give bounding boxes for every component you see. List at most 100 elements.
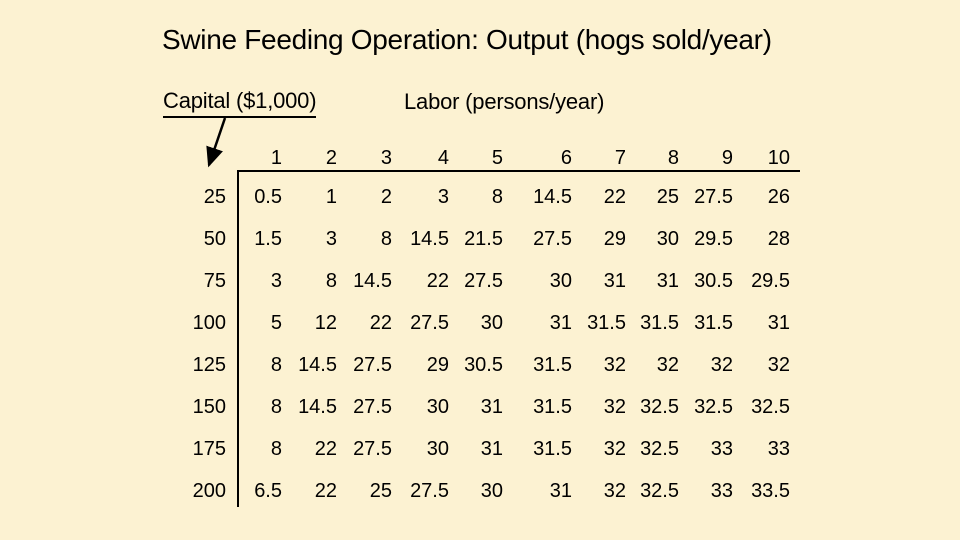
table-cell: 27.5	[694, 185, 733, 208]
table-cell: 8	[270, 353, 282, 376]
table-cell: 26	[767, 185, 790, 208]
table-cell: 14.5	[298, 395, 337, 418]
table-cell: 29.5	[751, 269, 790, 292]
table-cell: 27.5	[410, 311, 449, 334]
table-cell: 32	[656, 353, 679, 376]
column-header: 7	[614, 146, 626, 169]
table-cell: 14.5	[533, 185, 572, 208]
table-cell: 32	[603, 437, 626, 460]
table-cell: 31.5	[533, 395, 572, 418]
table-cell: 27.5	[410, 479, 449, 502]
table-cell: 12	[314, 311, 337, 334]
table-cell: 32	[603, 395, 626, 418]
table-cell: 31	[480, 437, 503, 460]
table-cell: 32.5	[751, 395, 790, 418]
column-header: 3	[380, 146, 392, 169]
page-title: Swine Feeding Operation: Output (hogs so…	[162, 24, 772, 55]
table-cell: 5	[270, 311, 282, 334]
table-cell: 30	[549, 269, 572, 292]
column-header: 2	[325, 146, 337, 169]
table-cell: 3	[270, 269, 282, 292]
table-cell: 27.5	[353, 395, 392, 418]
table-cell: 27.5	[464, 269, 503, 292]
table-cell: 27.5	[353, 437, 392, 460]
row-label: 100	[192, 311, 226, 334]
table-cell: 22	[369, 311, 392, 334]
table-cell: 30	[426, 395, 449, 418]
table-cell: 32.5	[694, 395, 733, 418]
column-header: 1	[270, 146, 282, 169]
table-cell: 31.5	[533, 437, 572, 460]
table-cell: 22	[426, 269, 449, 292]
row-label: 75	[203, 269, 226, 292]
column-header: 9	[721, 146, 733, 169]
row-label: 125	[192, 353, 226, 376]
table-cell: 1.5	[254, 227, 282, 250]
table-cell: 14.5	[353, 269, 392, 292]
table-cell: 29	[603, 227, 626, 250]
table-cell: 32	[603, 479, 626, 502]
table-cell: 6.5	[254, 479, 282, 502]
table-cell: 3	[437, 185, 449, 208]
table-cell: 31.5	[640, 311, 679, 334]
table-cell: 14.5	[298, 353, 337, 376]
capital-arrow-icon	[206, 117, 227, 168]
table-cell: 1	[325, 185, 337, 208]
table-cell: 2	[380, 185, 392, 208]
capital-axis-label: Capital ($1,000)	[163, 88, 317, 118]
table-cell: 25	[656, 185, 679, 208]
table-corner	[161, 140, 237, 176]
table-cell: 30.5	[694, 269, 733, 292]
column-header: 5	[491, 146, 503, 169]
table-cell: 31	[767, 311, 790, 334]
table-cell: 33	[767, 437, 790, 460]
table-cell: 29	[426, 353, 449, 376]
table-cell: 30	[656, 227, 679, 250]
table-cell: 8	[270, 437, 282, 460]
table-cell: 8	[491, 185, 503, 208]
table-cell: 8	[380, 227, 392, 250]
table-cell: 30.5	[464, 353, 503, 376]
table-cell: 29.5	[694, 227, 733, 250]
table-cell: 30	[426, 437, 449, 460]
table-cell: 8	[270, 395, 282, 418]
row-label: 50	[203, 227, 226, 250]
table-cell: 32	[767, 353, 790, 376]
table-cell: 22	[603, 185, 626, 208]
table-cell: 32.5	[640, 395, 679, 418]
labor-axis-label: Labor (persons/year)	[404, 89, 605, 114]
table-cell: 32	[603, 353, 626, 376]
table-cell: 8	[325, 269, 337, 292]
table-cell: 32	[710, 353, 733, 376]
table-cell: 33	[710, 437, 733, 460]
table-cell: 33.5	[751, 479, 790, 502]
table-cell: 25	[369, 479, 392, 502]
table-cell: 21.5	[464, 227, 503, 250]
table-cell: 31.5	[587, 311, 626, 334]
table-cell: 27.5	[533, 227, 572, 250]
row-label: 200	[192, 479, 226, 502]
row-label: 175	[192, 437, 226, 460]
table-cell: 31	[480, 395, 503, 418]
table-cell: 31	[603, 269, 626, 292]
table-cell: 0.5	[254, 185, 282, 208]
table-cell: 32.5	[640, 437, 679, 460]
table-cell: 3	[325, 227, 337, 250]
table-cell: 33	[710, 479, 733, 502]
column-header: 8	[667, 146, 679, 169]
row-label: 150	[192, 395, 226, 418]
column-header: 6	[560, 146, 572, 169]
column-header: 10	[767, 146, 790, 169]
table-cell: 30	[480, 479, 503, 502]
output-table: 1 2 3 4 5 6 7 8 9 10 25 0.5 1 2 3 8 14.5 22 25 27.5 26 50 1.5 3…	[161, 140, 794, 512]
table-cell: 14.5	[410, 227, 449, 250]
table-cell: 27.5	[353, 353, 392, 376]
table-cell: 30	[480, 311, 503, 334]
table-cell: 31	[549, 479, 572, 502]
row-label: 25	[203, 185, 226, 208]
table-cell: 31	[549, 311, 572, 334]
table-cell: 22	[314, 437, 337, 460]
column-header: 4	[437, 146, 449, 169]
table-cell: 28	[767, 227, 790, 250]
